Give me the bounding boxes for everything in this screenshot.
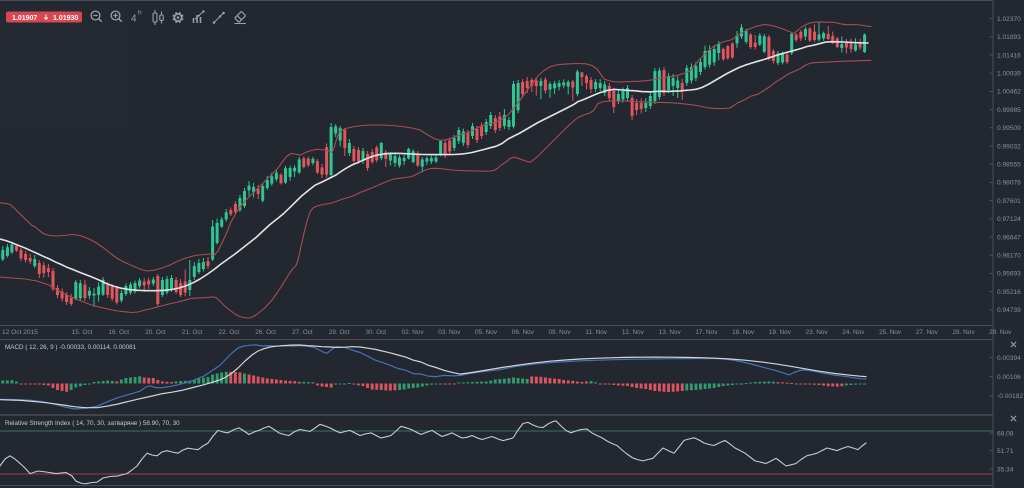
svg-text:24. Nov: 24. Nov: [842, 329, 865, 336]
svg-text:MACD ( 12, 26, 9 ) -0.00033, 0: MACD ( 12, 26, 9 ) -0.00033, 0.00114, 0.…: [5, 344, 137, 351]
svg-text:25. Nov: 25. Nov: [879, 329, 902, 336]
svg-text:18. Nov: 18. Nov: [732, 329, 755, 336]
svg-text:20. Oct: 20. Oct: [145, 329, 166, 336]
svg-text:27. Oct: 27. Oct: [292, 329, 313, 336]
svg-text:16. Oct: 16. Oct: [108, 329, 129, 336]
svg-text:-0.00182: -0.00182: [997, 393, 1023, 400]
svg-text:1.01907: 1.01907: [12, 15, 37, 22]
svg-text:4: 4: [131, 14, 137, 25]
svg-text:0.97124: 0.97124: [997, 216, 1021, 223]
svg-text:1.00462: 1.00462: [997, 89, 1021, 96]
svg-text:22. Oct: 22. Oct: [219, 329, 240, 336]
svg-text:h: h: [138, 10, 142, 17]
svg-text:1.01893: 1.01893: [997, 34, 1021, 41]
svg-text:0.96170: 0.96170: [997, 253, 1021, 260]
svg-text:Relative Strength Index ( 14,: Relative Strength Index ( 14, 70, 30, за…: [5, 420, 180, 427]
svg-text:1.02370: 1.02370: [997, 16, 1021, 23]
svg-text:11. Nov: 11. Nov: [585, 329, 607, 336]
svg-text:27. Nov: 27. Nov: [916, 329, 939, 336]
svg-text:23. Nov: 23. Nov: [806, 329, 829, 336]
svg-text:12 Oct 2015: 12 Oct 2015: [2, 329, 38, 336]
svg-text:0.99032: 0.99032: [997, 143, 1021, 150]
svg-text:0.95693: 0.95693: [997, 271, 1021, 278]
svg-text:0.99509: 0.99509: [997, 125, 1021, 132]
svg-text:1.00939: 1.00939: [997, 71, 1021, 78]
svg-text:12. Nov: 12. Nov: [622, 329, 645, 336]
svg-text:05. Nov: 05. Nov: [475, 329, 498, 336]
svg-text:06. Nov: 06. Nov: [512, 329, 535, 336]
svg-text:0.94739: 0.94739: [997, 307, 1021, 314]
svg-text:0.00106: 0.00106: [997, 374, 1021, 381]
svg-text:13. Nov: 13. Nov: [659, 329, 682, 336]
svg-text:30. Oct: 30. Oct: [365, 329, 386, 336]
svg-text:0.97601: 0.97601: [997, 198, 1021, 205]
svg-text:26. Oct: 26. Oct: [255, 329, 276, 336]
svg-text:1.01930: 1.01930: [53, 15, 78, 22]
svg-text:51.71: 51.71: [997, 448, 1014, 455]
svg-text:29. Nov: 29. Nov: [989, 329, 1012, 336]
svg-text:19. Nov: 19. Nov: [769, 329, 792, 336]
svg-text:0.98555: 0.98555: [997, 162, 1021, 169]
svg-text:28. Oct: 28. Oct: [329, 329, 350, 336]
svg-text:02. Nov: 02. Nov: [402, 329, 425, 336]
svg-text:03. Nov: 03. Nov: [438, 329, 461, 336]
svg-text:0.99985: 0.99985: [997, 107, 1021, 114]
svg-text:21. Oct: 21. Oct: [182, 329, 203, 336]
svg-text:35.34: 35.34: [997, 466, 1014, 473]
svg-text:17. Nov: 17. Nov: [695, 329, 718, 336]
svg-text:09. Nov: 09. Nov: [548, 329, 571, 336]
svg-text:68.08: 68.08: [997, 430, 1014, 437]
svg-text:0.98078: 0.98078: [997, 180, 1021, 187]
svg-text:15. Oct: 15. Oct: [72, 329, 93, 336]
svg-text:0.95216: 0.95216: [997, 289, 1021, 296]
svg-text:0.00394: 0.00394: [997, 355, 1021, 362]
svg-text:1.01416: 1.01416: [997, 52, 1021, 59]
svg-text:0.96647: 0.96647: [997, 234, 1021, 241]
svg-text:28. Nov: 28. Nov: [952, 329, 975, 336]
